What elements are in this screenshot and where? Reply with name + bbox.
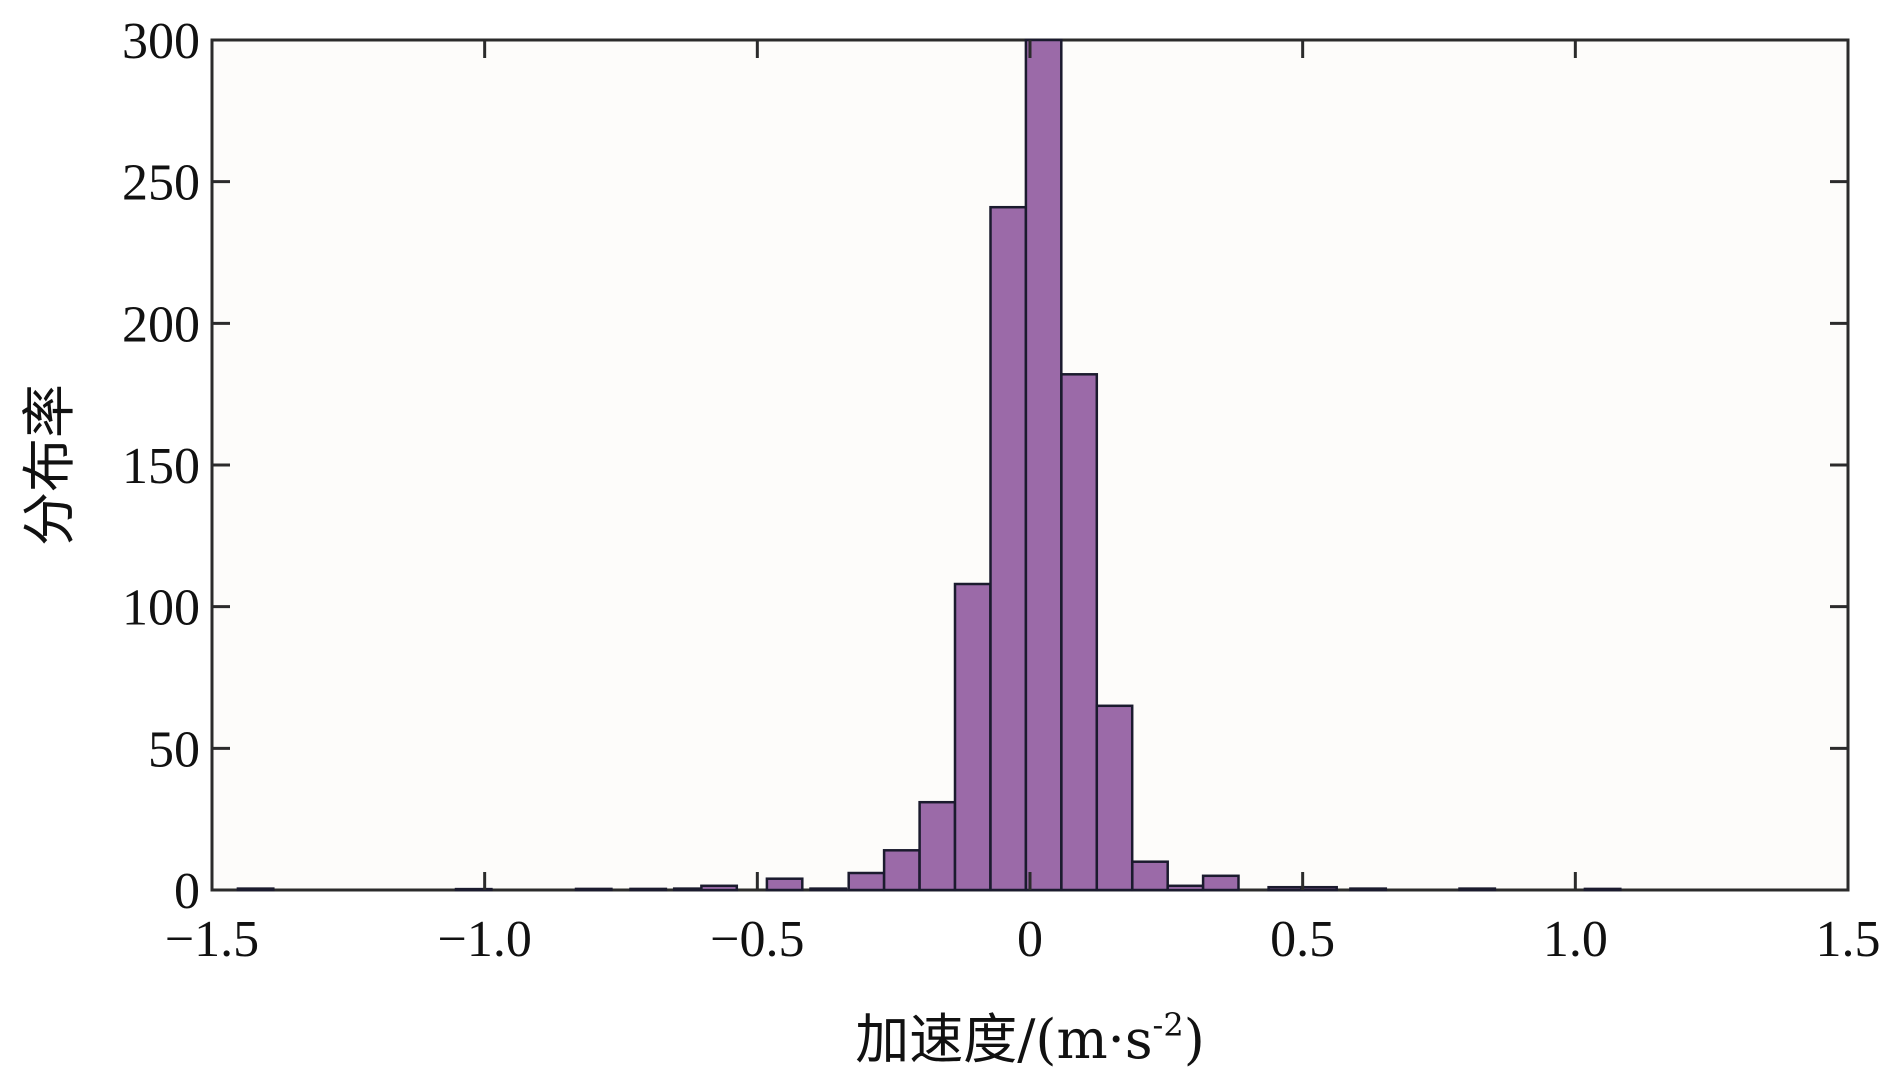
y-tick-label: 0 <box>174 863 200 920</box>
histogram-bar <box>629 887 668 892</box>
histogram-bar <box>454 887 493 892</box>
bar-group <box>236 38 1622 892</box>
histogram-bar <box>847 871 886 892</box>
x-tick-label: 1.5 <box>1816 911 1881 968</box>
x-tick-label: −1.5 <box>165 911 259 968</box>
histogram-bar <box>574 887 613 892</box>
y-tick-label: 200 <box>122 296 200 353</box>
tick-group: −1.5 −1.0 −0.5 0 0.5 1.0 1.5 0 50 100 150 200 250 300 <box>122 13 1881 968</box>
x-axis-title-close: ) <box>1184 1008 1205 1071</box>
histogram-bar <box>1166 884 1205 892</box>
x-tick-label: −0.5 <box>710 911 804 968</box>
histogram-bar <box>1060 373 1099 892</box>
x-tick-label: 1.0 <box>1543 911 1608 968</box>
y-tick-label: 150 <box>122 438 200 495</box>
histogram-bar <box>1583 887 1622 892</box>
histogram-bar <box>1349 887 1388 892</box>
y-tick-label: 300 <box>122 13 200 70</box>
x-axis-title-superscript: -2 <box>1153 1006 1184 1044</box>
histogram-bar <box>1267 885 1306 892</box>
histogram-bar <box>882 849 921 892</box>
x-axis-title: 加速度/(m·s-2) <box>855 1006 1205 1071</box>
histogram-bar <box>236 887 275 892</box>
x-tick-label: 0.5 <box>1270 911 1335 968</box>
histogram-bar <box>989 205 1028 892</box>
histogram-bar <box>1024 38 1063 892</box>
y-axis-title: 分布率 <box>18 384 81 546</box>
x-axis-title-main: 加速度/(m·s <box>855 1008 1152 1071</box>
y-tick-label: 50 <box>148 721 200 778</box>
y-tick-label: 250 <box>122 155 200 212</box>
histogram-bar <box>809 887 848 892</box>
histogram-bar <box>765 877 804 892</box>
histogram-bar <box>918 800 957 892</box>
histogram-bar <box>1458 887 1497 892</box>
histogram-bar <box>1300 885 1338 892</box>
x-tick-label: −1.0 <box>438 911 532 968</box>
y-tick-label: 100 <box>122 580 200 637</box>
histogram-bar <box>1201 874 1240 892</box>
histogram-bar <box>1131 860 1169 892</box>
histogram-bar <box>1095 704 1134 892</box>
x-tick-label: 0 <box>1017 911 1043 968</box>
histogram-bar <box>700 884 739 892</box>
histogram-bar <box>953 582 992 892</box>
